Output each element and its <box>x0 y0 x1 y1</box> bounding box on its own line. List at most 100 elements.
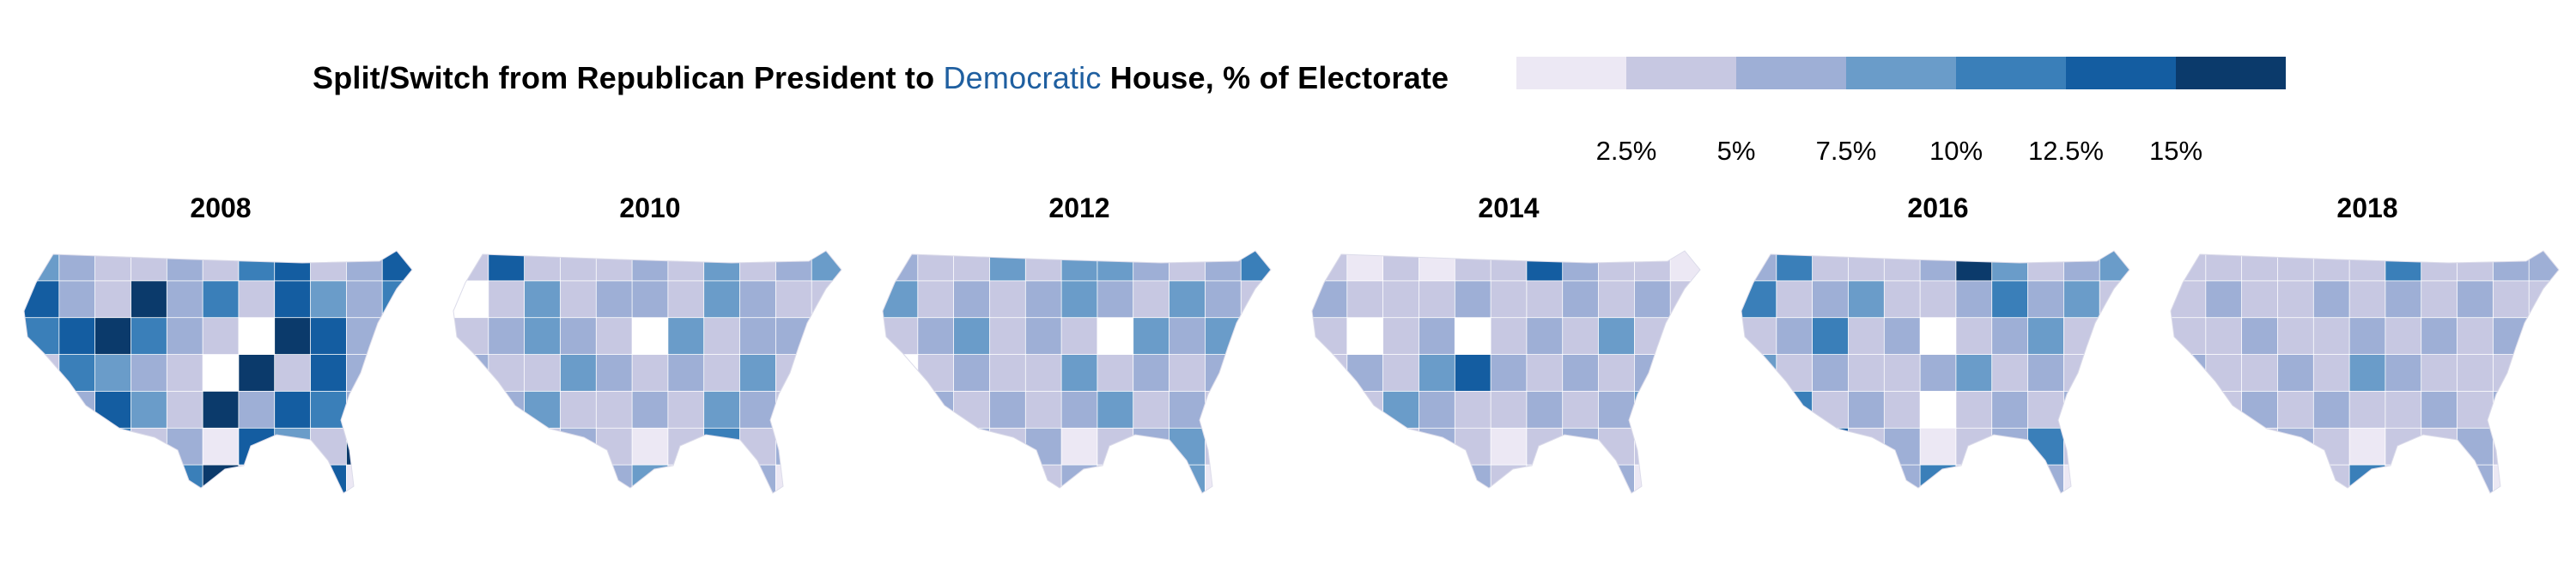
district-region <box>1562 427 1600 466</box>
district-region <box>131 390 168 430</box>
district-region <box>739 464 777 493</box>
district-region <box>1312 427 1348 466</box>
legend-swatch <box>1626 57 1736 89</box>
district-region <box>2528 251 2559 282</box>
district-region <box>2528 354 2559 393</box>
district-region <box>1669 251 1700 282</box>
district-region <box>131 280 168 319</box>
district-region <box>739 427 777 466</box>
district-region <box>775 251 813 282</box>
district-region <box>1133 354 1170 393</box>
panel-year-label: 2010 <box>619 192 681 223</box>
district-region <box>238 354 276 393</box>
district-region <box>2312 317 2351 356</box>
district-region <box>1848 390 1886 430</box>
district-region <box>2528 390 2559 430</box>
district-region <box>1848 280 1886 319</box>
district-region <box>238 390 276 430</box>
district-region <box>1382 464 1420 493</box>
title-highlight: Democratic <box>943 60 1102 95</box>
district-region <box>1633 390 1672 430</box>
district-region <box>1633 427 1672 466</box>
district-region <box>1346 251 1384 282</box>
district-region <box>1955 464 1993 493</box>
district-region <box>58 427 96 466</box>
district-region <box>1919 317 1957 356</box>
district-region <box>775 390 813 430</box>
district-region <box>310 427 348 466</box>
district-region <box>1346 354 1384 393</box>
district-region <box>917 390 955 430</box>
district-region <box>2312 280 2351 319</box>
district-region <box>1633 251 1672 282</box>
district-region <box>2277 427 2315 466</box>
district-region <box>2027 280 2065 319</box>
district-region <box>883 390 919 430</box>
district-region <box>595 317 634 356</box>
district-region <box>1097 251 1134 282</box>
district-region <box>2385 464 2422 493</box>
district-region <box>453 251 489 282</box>
district-region <box>1060 390 1098 430</box>
district-region <box>24 464 60 493</box>
district-region <box>58 464 96 493</box>
district-region <box>1598 280 1636 319</box>
district-region <box>631 464 669 493</box>
district-region <box>310 464 348 493</box>
district-region <box>524 464 562 493</box>
district-region <box>2099 251 2129 282</box>
district-region <box>1812 354 1850 393</box>
district-region <box>631 354 669 393</box>
district-region <box>2528 280 2559 319</box>
district-region <box>1812 390 1850 430</box>
district-region <box>703 464 741 493</box>
district-region <box>2312 390 2351 430</box>
map-panel-2018: 2018 <box>2166 191 2569 500</box>
district-region <box>2099 354 2129 393</box>
district-region <box>1490 251 1528 282</box>
district-region <box>488 427 526 466</box>
district-region <box>2457 427 2494 466</box>
district-region <box>2457 280 2494 319</box>
district-region <box>1883 251 1922 282</box>
district-region <box>631 390 669 430</box>
district-region <box>2312 251 2351 282</box>
district-region <box>1240 280 1271 319</box>
district-region <box>2027 317 2065 356</box>
district-region <box>1562 354 1600 393</box>
district-region <box>381 390 412 430</box>
district-region <box>1598 354 1636 393</box>
district-region <box>2312 354 2351 393</box>
district-region <box>2528 317 2559 356</box>
district-region <box>24 251 60 282</box>
district-region <box>1919 390 1957 430</box>
district-region <box>1169 464 1206 493</box>
district-region <box>667 251 705 282</box>
district-region <box>2421 390 2458 430</box>
district-region <box>274 280 312 319</box>
district-region <box>917 427 955 466</box>
district-region <box>488 354 526 393</box>
district-region <box>631 317 669 356</box>
district-region <box>2385 390 2422 430</box>
us-map-2014 <box>1311 250 1701 494</box>
district-region <box>2385 317 2422 356</box>
district-region <box>2205 317 2243 356</box>
district-region <box>953 317 991 356</box>
district-region <box>631 251 669 282</box>
district-region <box>1133 464 1170 493</box>
legend-tick-labels: 2.5% 5% 7.5% 10% 12.5% 15% <box>1516 89 2289 166</box>
district-region <box>453 317 489 356</box>
district-region <box>202 390 240 430</box>
district-region <box>2457 390 2494 430</box>
district-region <box>953 251 991 282</box>
district-region <box>1419 354 1456 393</box>
district-region <box>1454 280 1492 319</box>
district-region <box>345 427 384 466</box>
district-region <box>595 251 634 282</box>
district-region <box>1741 354 1777 393</box>
district-region <box>345 251 384 282</box>
panel-year-label: 2012 <box>1048 192 1110 223</box>
district-region <box>1526 390 1564 430</box>
district-region <box>2027 427 2065 466</box>
